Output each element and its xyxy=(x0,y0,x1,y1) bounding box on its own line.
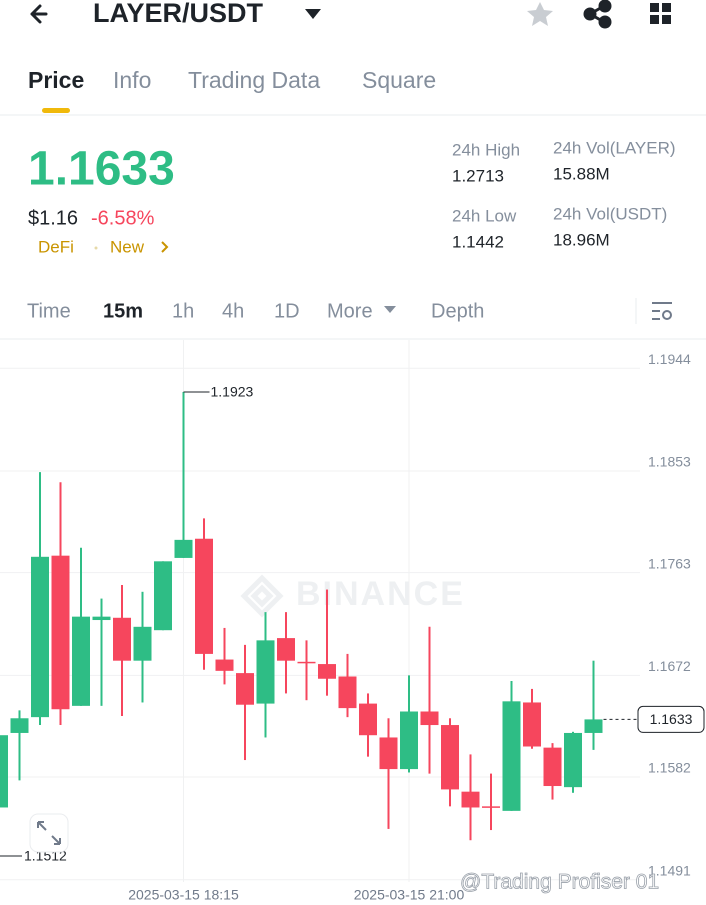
candle-body xyxy=(154,561,172,631)
stat-label: 24h Low xyxy=(452,206,517,225)
stat-value: 18.96M xyxy=(553,230,610,249)
x-tick-label: 2025-03-15 18:15 xyxy=(128,887,239,903)
last-price-label: 1.1633 xyxy=(650,711,693,727)
tab[interactable]: Price xyxy=(28,67,84,93)
tab[interactable]: Square xyxy=(362,67,436,93)
interval[interactable]: Time xyxy=(27,300,71,322)
candle-body xyxy=(461,791,480,808)
credit-watermark: @Trading Profiser 01 xyxy=(460,871,659,894)
stat-value: 1.2713 xyxy=(452,166,504,185)
candle-body xyxy=(420,711,439,726)
y-tick-label: 1.1491 xyxy=(648,862,691,878)
expand-button[interactable] xyxy=(29,813,69,853)
candle-body xyxy=(318,664,336,679)
tag-separator xyxy=(94,246,98,250)
tag[interactable]: New xyxy=(110,237,145,256)
candle-body xyxy=(256,640,275,704)
interval[interactable]: Depth xyxy=(431,300,484,322)
candle-body xyxy=(195,538,213,654)
candle-body xyxy=(92,616,111,621)
candle-body xyxy=(482,806,500,808)
tag[interactable]: DeFi xyxy=(38,237,74,256)
candle-body xyxy=(523,702,541,747)
candle-body xyxy=(0,735,8,808)
y-tick-label: 1.1853 xyxy=(648,454,691,470)
tag-chevron xyxy=(161,241,169,253)
chart-watermark: BINANCE xyxy=(296,575,465,613)
grid-menu[interactable] xyxy=(650,3,671,24)
interval[interactable]: 1D xyxy=(274,300,300,322)
candle-body xyxy=(215,659,234,671)
candle-body xyxy=(400,711,418,770)
y-tick-label: 1.1582 xyxy=(648,760,691,776)
interval[interactable]: 1h xyxy=(172,300,194,322)
candle-body xyxy=(51,555,70,710)
favorite-star[interactable] xyxy=(527,2,553,26)
last-price-box xyxy=(637,705,705,733)
y-tick-label: 1.1763 xyxy=(648,555,691,571)
candle-body xyxy=(297,661,316,664)
interval[interactable]: 4h xyxy=(222,300,244,322)
interval[interactable]: More xyxy=(327,300,373,322)
interval[interactable]: 15m xyxy=(103,300,143,322)
stat-label: 24h High xyxy=(452,140,520,159)
stat-value: 1.1442 xyxy=(452,232,504,251)
tab[interactable]: Trading Data xyxy=(188,67,320,93)
more-dropdown[interactable] xyxy=(384,306,396,313)
candle-body xyxy=(277,638,295,661)
watermark-logo xyxy=(240,574,284,618)
candle-body xyxy=(236,673,254,705)
candle-body xyxy=(338,676,357,709)
stat-label: 24h Vol(USDT) xyxy=(553,204,667,223)
pair-title[interactable]: LAYER/USDT xyxy=(93,0,264,28)
candle-body xyxy=(31,556,49,718)
candle-body xyxy=(584,719,603,733)
tab[interactable]: Info xyxy=(113,67,151,93)
candlestick-chart: BINANCE 1.1944 1.1853 1.1763 1.1672 1.1582 1.1… xyxy=(0,340,705,903)
chart-settings[interactable] xyxy=(652,302,672,320)
price-change: -6.58% xyxy=(91,207,155,229)
share-button[interactable] xyxy=(583,0,612,29)
candle-body xyxy=(72,616,90,706)
candle-body xyxy=(564,732,582,788)
candle-body xyxy=(441,725,459,790)
candle-body xyxy=(502,701,521,811)
stat-label: 24h Vol(LAYER) xyxy=(553,138,676,157)
back-button[interactable] xyxy=(30,4,48,24)
last-price: 1.1633 xyxy=(28,143,175,196)
candle-body xyxy=(113,617,131,661)
usd-price: $1.16 xyxy=(28,207,78,229)
stat-value: 15.88M xyxy=(553,164,610,183)
tab-indicator xyxy=(42,108,70,113)
x-tick-label: 2025-03-15 21:00 xyxy=(354,887,465,903)
y-tick-label: 1.1672 xyxy=(648,658,691,674)
high-label: 1.1923 xyxy=(211,384,254,400)
candle-body xyxy=(10,718,29,733)
pair-dropdown[interactable] xyxy=(305,9,321,19)
candle-body xyxy=(543,747,562,787)
y-tick-label: 1.1944 xyxy=(648,351,691,367)
candle-body xyxy=(174,539,193,558)
candle-body xyxy=(359,703,377,736)
candle-body xyxy=(133,626,152,661)
candle-body xyxy=(379,737,398,770)
